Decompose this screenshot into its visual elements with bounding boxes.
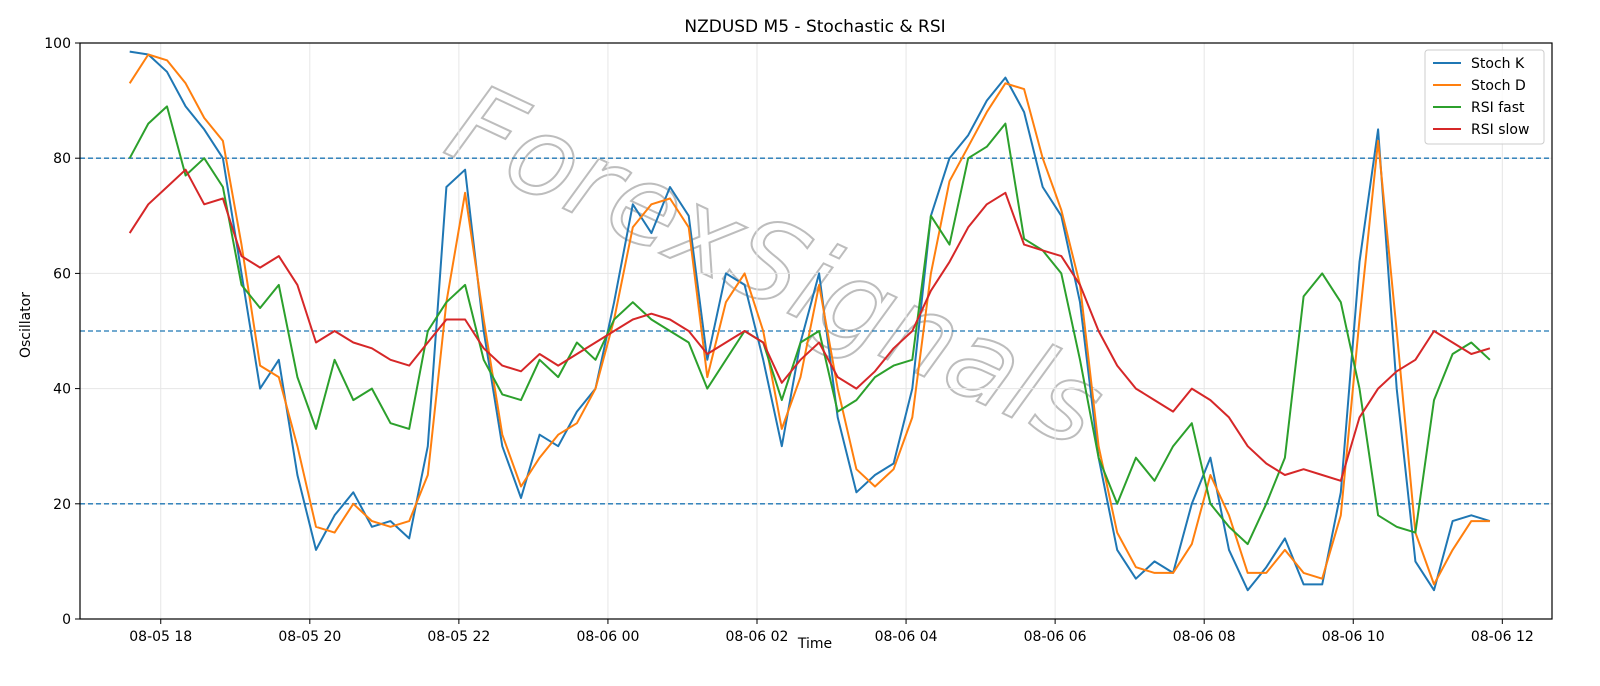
x-tick-label: 08-06 00: [576, 629, 639, 645]
x-tick-label: 08-05 18: [129, 629, 192, 645]
chart-title: NZDUSD M5 - Stochastic & RSI: [684, 17, 945, 37]
x-tick-label: 08-05 22: [427, 629, 490, 645]
y-tick-label: 100: [44, 36, 71, 52]
legend-label: RSI slow: [1471, 122, 1529, 138]
x-tick-label: 08-05 20: [278, 629, 341, 645]
y-tick-label: 20: [53, 497, 71, 513]
x-axis: 08-05 18 08-05 20 08-05 22 08-06 00 08-06 02…: [129, 619, 1534, 645]
series-lines: [128, 50, 1491, 592]
legend-label: RSI fast: [1471, 100, 1525, 116]
series-line-stoch-k: [129, 50, 1491, 592]
plot-frame: [79, 42, 1553, 620]
series-line-rsi-slow: [128, 168, 1491, 482]
series-line-rsi-fast: [128, 105, 1491, 546]
x-tick-label: 08-06 06: [1024, 629, 1087, 645]
x-tick-label: 08-06 12: [1471, 629, 1534, 645]
reference-lines: [80, 157, 1552, 505]
x-axis-label: Time: [797, 636, 832, 652]
y-tick-label: 40: [53, 382, 71, 398]
y-tick-label: 0: [62, 612, 71, 628]
series-line-stoch-d: [128, 53, 1490, 586]
y-tick-label: 60: [53, 266, 71, 282]
x-tick-label: 08-06 02: [726, 629, 789, 645]
legend-label: Stoch D: [1471, 78, 1526, 94]
legend-label: Stoch K: [1471, 56, 1525, 72]
y-axis: 0 20 40 60 80 100: [44, 36, 80, 628]
y-axis-label: Oscillator: [18, 292, 34, 358]
legend: Stoch K Stoch D RSI fast RSI slow: [1424, 49, 1545, 145]
x-tick-label: 08-06 04: [875, 629, 938, 645]
x-tick-label: 08-06 10: [1322, 629, 1385, 645]
legend-box: [1424, 49, 1545, 145]
y-tick-label: 80: [53, 151, 71, 167]
x-tick-label: 08-06 08: [1173, 629, 1236, 645]
